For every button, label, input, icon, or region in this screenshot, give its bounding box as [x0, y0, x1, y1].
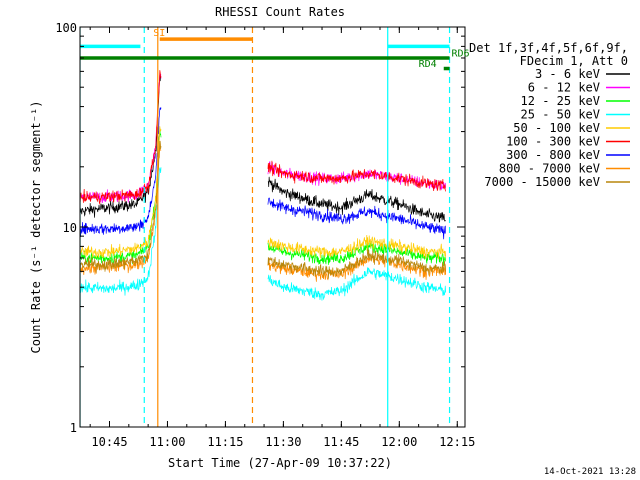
series-trace-2-seg-1 [267, 241, 447, 266]
series-trace-3-seg-0 [80, 167, 162, 296]
series-trace-0-seg-1 [267, 176, 446, 223]
legend-label-7: 800 - 7000 keV [499, 162, 600, 176]
legend-label-0: 3 - 6 keV [535, 67, 600, 81]
x-tick-label-3: 11:30 [265, 435, 301, 449]
series-trace-5-seg-0 [80, 70, 162, 206]
marker-label-1: RD6 [451, 49, 469, 60]
footer-date: 14-Oct-2021 13:28 [544, 467, 636, 477]
x-axis-label: Start Time (27-Apr-09 10:37:22) [168, 456, 392, 470]
legend: Det 1f,3f,4f,5f,6f,9f, FDecim 1, Att 0 3… [469, 41, 630, 189]
x-tick-label-2: 11:15 [207, 435, 243, 449]
series-trace-4-seg-1 [267, 234, 447, 260]
legend-label-8: 7000 - 15000 keV [484, 175, 600, 189]
marker-label-2: RD4 [419, 59, 437, 70]
series-trace-4-seg-0 [80, 126, 162, 259]
legend-header-line-2: FDecim 1, Att 0 [520, 54, 628, 68]
series-trace-8-seg-1 [267, 249, 447, 279]
legend-label-3: 25 - 50 keV [521, 108, 600, 122]
legend-header-line-1: Det 1f,3f,4f,5f,6f,9f, [469, 41, 628, 55]
legend-label-1: 6 - 12 keV [528, 81, 600, 95]
chart-title: RHESSI Count Rates [215, 5, 345, 19]
y-tick-label-2: 100 [55, 21, 77, 35]
x-tick-label-1: 11:00 [149, 435, 185, 449]
series-trace-6-seg-1 [267, 197, 447, 240]
series-trace-8-seg-0 [80, 141, 162, 273]
legend-label-5: 100 - 300 keV [506, 135, 600, 149]
legend-label-4: 50 - 100 keV [513, 121, 600, 135]
plot-area [80, 27, 451, 427]
x-axis: 10:45 11:00 11:15 11:30 11:45 12:00 12:15 [89, 27, 475, 449]
legend-label-2: 12 - 25 keV [521, 94, 600, 108]
y-tick-label-0: 1 [70, 421, 77, 435]
x-tick-label-6: 12:15 [439, 435, 475, 449]
x-tick-label-0: 10:45 [91, 435, 127, 449]
y-axis: 1 10 100 [55, 21, 465, 435]
marker-label-0: SI [153, 28, 165, 39]
x-tick-label-4: 11:45 [323, 435, 359, 449]
y-tick-label-1: 10 [63, 221, 77, 235]
series-trace-6-seg-0 [80, 107, 162, 237]
series-trace-3-seg-1 [267, 267, 447, 301]
y-axis-label: Count Rate (s⁻¹ detector segment⁻¹) [29, 101, 43, 354]
series-trace-0-seg-0 [80, 74, 162, 218]
x-tick-label-5: 12:00 [381, 435, 417, 449]
legend-label-6: 300 - 800 keV [506, 148, 600, 162]
series-trace-5-seg-1 [267, 160, 447, 192]
